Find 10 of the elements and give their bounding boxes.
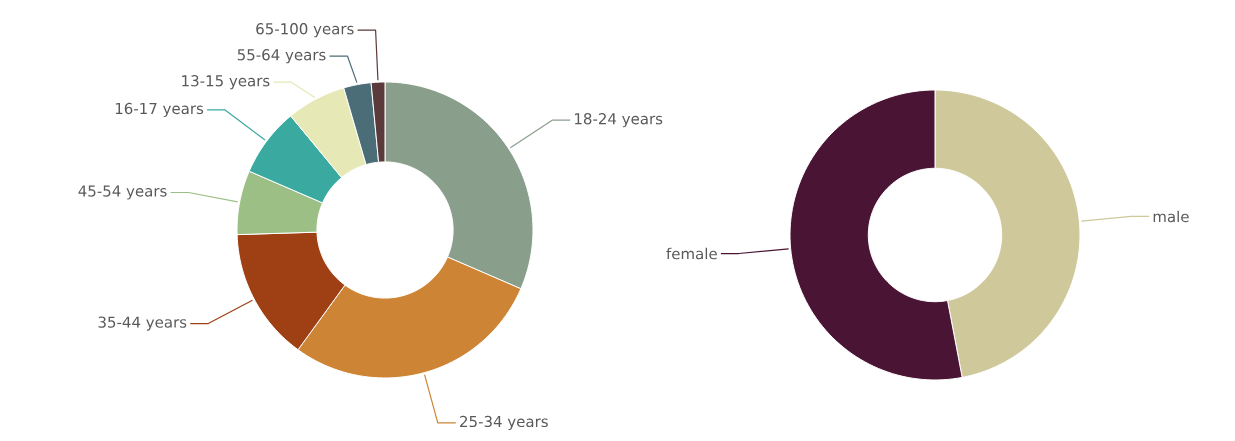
slice-label: 35-44 years [98,316,187,331]
slice-label: 45-54 years [78,185,167,200]
slice-label: 55-64 years [237,49,326,64]
slice-label: male [1153,210,1189,223]
slice-label: 16-17 years [115,102,204,118]
slice-label: 25-34 years [460,415,548,431]
slice-label: 13-15 years [182,75,270,90]
slice-label: female [666,247,717,260]
slice-label: 65-100 years [256,23,354,38]
slice-label: 18-24 years [575,113,663,128]
